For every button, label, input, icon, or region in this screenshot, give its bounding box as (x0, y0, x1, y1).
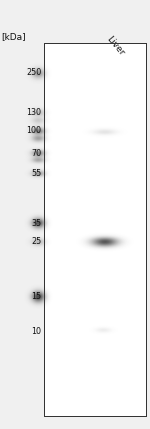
Text: Liver: Liver (105, 35, 126, 58)
Bar (44, 43, 146, 416)
Text: 55: 55 (31, 169, 41, 178)
Text: 70: 70 (31, 149, 41, 157)
Text: [kDa]: [kDa] (1, 32, 25, 41)
Text: 250: 250 (26, 69, 41, 77)
Text: 35: 35 (31, 219, 41, 227)
Bar (44, 43, 146, 416)
Text: 15: 15 (31, 293, 41, 301)
Text: 130: 130 (26, 108, 41, 117)
Text: 10: 10 (31, 327, 41, 335)
Text: 100: 100 (26, 127, 41, 135)
Text: 25: 25 (31, 238, 41, 246)
